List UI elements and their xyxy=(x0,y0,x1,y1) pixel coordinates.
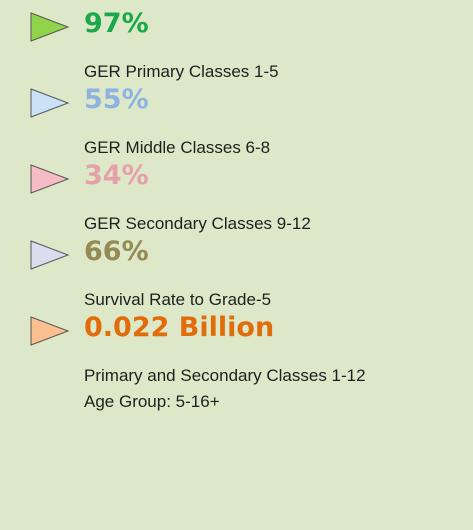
stat-value: 34% xyxy=(84,160,149,191)
arrow-icon xyxy=(30,88,70,118)
stat-label: GER Primary Classes 1-5 xyxy=(84,62,279,81)
stat-label: GER Middle Classes 6-8 xyxy=(84,138,271,157)
arrow-shape xyxy=(30,316,70,346)
arrow-shape xyxy=(30,88,70,118)
arrow-shape xyxy=(30,240,70,270)
stat-value: 66% xyxy=(84,236,149,267)
stat-value: 0.022 Billion xyxy=(84,312,275,343)
arrow-shape xyxy=(30,164,70,194)
arrow-shape xyxy=(30,12,70,42)
arrow-icon xyxy=(30,240,70,270)
stat-label: Age Group: 5-16+ xyxy=(84,392,220,411)
stat-label: Primary and Secondary Classes 1-12 xyxy=(84,366,366,385)
arrow-icon xyxy=(30,12,70,42)
arrow-icon xyxy=(30,316,70,346)
stat-value: 55% xyxy=(84,84,149,115)
stat-label: GER Secondary Classes 9-12 xyxy=(84,214,311,233)
stat-label: Survival Rate to Grade-5 xyxy=(84,290,272,309)
stat-value: 97% xyxy=(84,8,149,39)
arrow-icon xyxy=(30,164,70,194)
